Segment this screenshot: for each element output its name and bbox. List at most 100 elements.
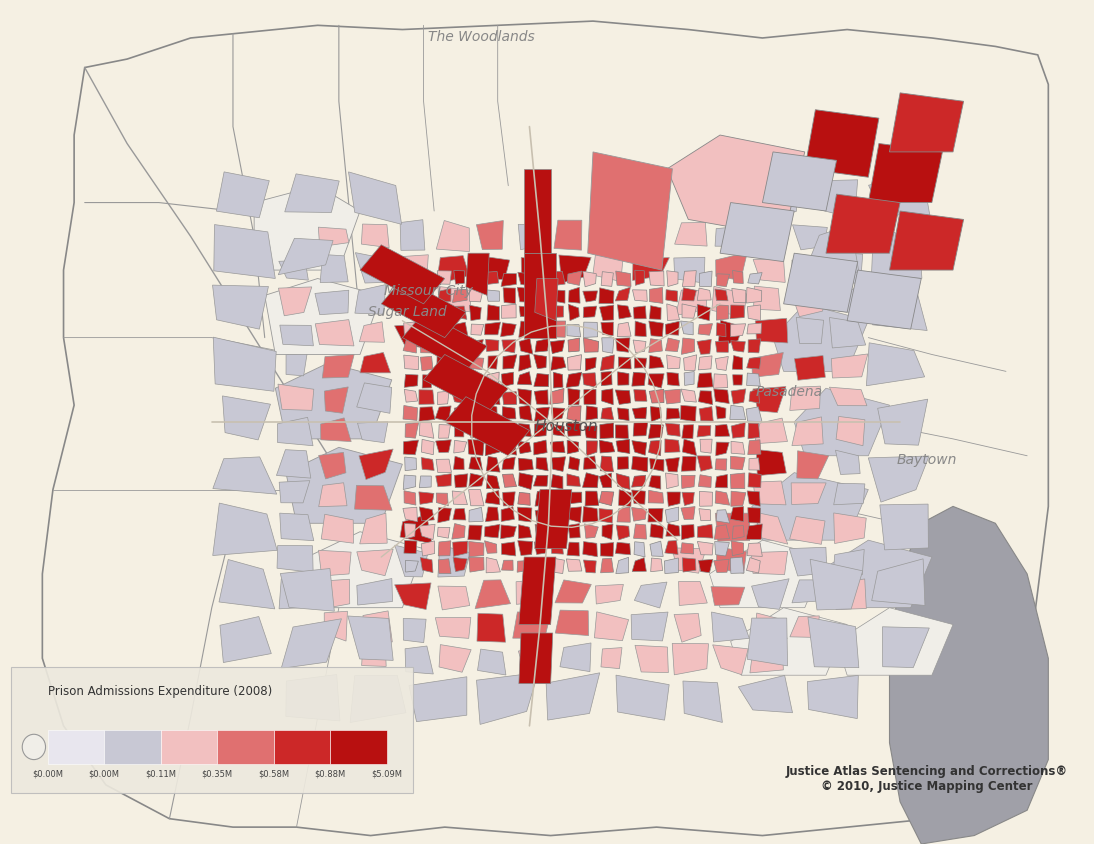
Polygon shape — [649, 271, 664, 286]
Polygon shape — [534, 390, 548, 404]
Polygon shape — [438, 586, 469, 610]
Polygon shape — [277, 450, 311, 478]
Polygon shape — [568, 338, 580, 352]
Polygon shape — [519, 354, 531, 371]
Ellipse shape — [22, 734, 46, 760]
Polygon shape — [804, 225, 859, 274]
Polygon shape — [649, 425, 663, 438]
Polygon shape — [454, 473, 468, 488]
Polygon shape — [469, 306, 481, 321]
Polygon shape — [682, 457, 696, 471]
Polygon shape — [453, 358, 467, 371]
Polygon shape — [404, 389, 418, 403]
Polygon shape — [752, 353, 783, 377]
Polygon shape — [836, 450, 860, 474]
Polygon shape — [615, 543, 630, 555]
Polygon shape — [524, 253, 556, 338]
Polygon shape — [477, 649, 505, 675]
Polygon shape — [635, 542, 645, 557]
Polygon shape — [684, 354, 697, 371]
Polygon shape — [680, 506, 695, 519]
Polygon shape — [318, 227, 349, 246]
Polygon shape — [731, 341, 745, 352]
Polygon shape — [487, 457, 500, 472]
Polygon shape — [665, 507, 678, 522]
Polygon shape — [584, 426, 597, 439]
Polygon shape — [836, 416, 865, 446]
Polygon shape — [749, 649, 783, 673]
Polygon shape — [617, 408, 629, 420]
Polygon shape — [633, 306, 647, 319]
Polygon shape — [534, 305, 546, 321]
Text: Justice Atlas Sentencing and Corrections®
© 2010, Justice Mapping Center: Justice Atlas Sentencing and Corrections… — [785, 766, 1068, 793]
Polygon shape — [633, 390, 647, 401]
Text: Prison Admissions Expenditure (2008): Prison Admissions Expenditure (2008) — [48, 685, 272, 698]
Polygon shape — [676, 290, 707, 316]
Polygon shape — [632, 257, 670, 280]
Polygon shape — [404, 475, 416, 490]
Text: $0.00M: $0.00M — [32, 770, 63, 779]
Polygon shape — [279, 481, 310, 503]
Polygon shape — [470, 324, 484, 335]
Polygon shape — [321, 418, 351, 441]
Polygon shape — [485, 541, 497, 554]
Polygon shape — [600, 473, 612, 488]
Polygon shape — [536, 457, 548, 471]
Polygon shape — [439, 559, 451, 574]
Polygon shape — [560, 643, 591, 672]
Polygon shape — [361, 224, 389, 247]
Polygon shape — [453, 289, 467, 302]
Polygon shape — [796, 317, 824, 344]
Bar — [48, 730, 104, 764]
Polygon shape — [559, 255, 591, 283]
Polygon shape — [810, 180, 858, 219]
Polygon shape — [421, 457, 434, 470]
Polygon shape — [517, 273, 533, 286]
Polygon shape — [501, 525, 516, 538]
Polygon shape — [698, 560, 713, 573]
Polygon shape — [665, 423, 680, 436]
Polygon shape — [516, 579, 550, 604]
Polygon shape — [381, 279, 466, 338]
Polygon shape — [519, 225, 548, 250]
Polygon shape — [682, 338, 695, 354]
Polygon shape — [748, 423, 759, 439]
Polygon shape — [307, 532, 423, 608]
Polygon shape — [583, 338, 598, 352]
Polygon shape — [664, 558, 678, 574]
Polygon shape — [503, 354, 516, 369]
Polygon shape — [682, 525, 695, 539]
Polygon shape — [501, 372, 513, 387]
Polygon shape — [486, 422, 500, 437]
Polygon shape — [349, 172, 401, 225]
Polygon shape — [452, 491, 467, 505]
Polygon shape — [550, 508, 565, 522]
Polygon shape — [419, 423, 434, 438]
Polygon shape — [401, 289, 431, 314]
Polygon shape — [617, 322, 631, 337]
Polygon shape — [357, 383, 392, 414]
Polygon shape — [404, 322, 417, 336]
Polygon shape — [469, 507, 484, 522]
Polygon shape — [717, 305, 729, 320]
Polygon shape — [419, 492, 434, 505]
Polygon shape — [466, 253, 489, 295]
Polygon shape — [756, 450, 787, 476]
Polygon shape — [537, 288, 549, 303]
Polygon shape — [315, 320, 354, 346]
Polygon shape — [583, 560, 596, 573]
Text: $0.35M: $0.35M — [201, 770, 233, 779]
Polygon shape — [635, 321, 647, 337]
Polygon shape — [468, 525, 482, 540]
Polygon shape — [520, 306, 533, 316]
Polygon shape — [521, 257, 551, 282]
Polygon shape — [790, 547, 827, 576]
Polygon shape — [747, 491, 760, 506]
Polygon shape — [501, 322, 516, 337]
Polygon shape — [453, 306, 467, 319]
Polygon shape — [600, 423, 614, 439]
Polygon shape — [568, 304, 580, 321]
Polygon shape — [598, 220, 625, 250]
Polygon shape — [276, 363, 392, 439]
Text: The Woodlands: The Woodlands — [429, 30, 535, 44]
